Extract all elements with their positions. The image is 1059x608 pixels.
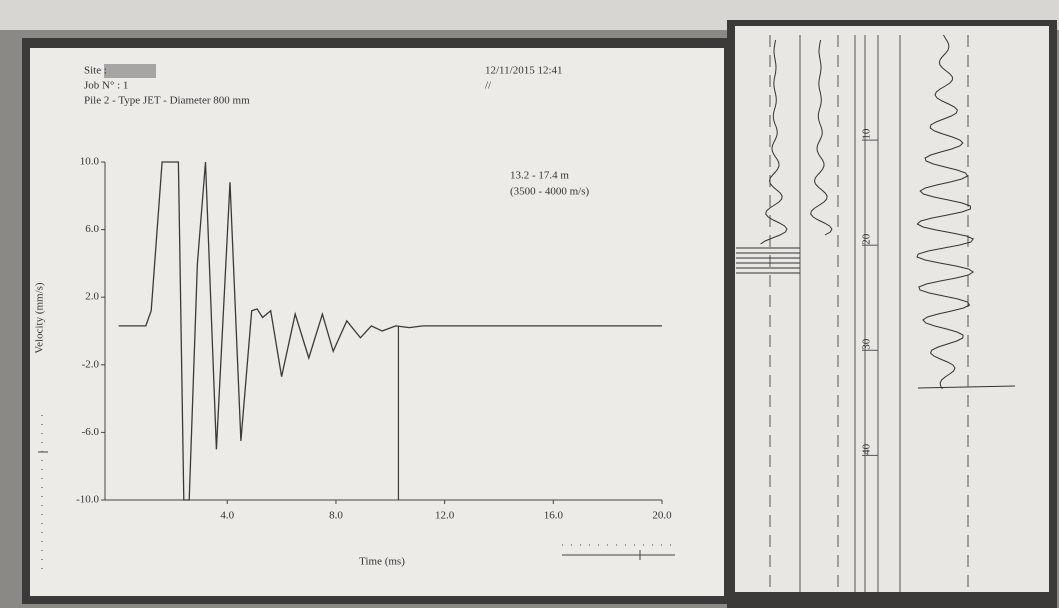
depth-tick-label: 40 xyxy=(861,443,873,455)
page: Site : Job N° : 1 Pile 2 - Type JET - Di… xyxy=(0,0,1059,608)
depth-tick-label: 20 xyxy=(861,233,873,245)
y-tick-label: 10.0 xyxy=(80,156,100,168)
y-tick-label: -10.0 xyxy=(76,494,99,506)
header-site: Site : xyxy=(84,65,107,77)
header-job: Job N° : 1 xyxy=(84,80,128,92)
depth-tick-label: 10 xyxy=(861,128,873,140)
panel-main xyxy=(30,48,724,596)
panel-right xyxy=(735,26,1049,592)
header-date: 12/11/2015 12:41 xyxy=(485,65,563,77)
y-axis-label: Velocity (mm/s) xyxy=(34,282,46,354)
y-tick-label: -2.0 xyxy=(82,358,100,370)
y-tick-label: 2.0 xyxy=(85,291,99,303)
header-pile: Pile 2 - Type JET - Diameter 800 mm xyxy=(84,95,250,107)
y-tick-label: 6.0 xyxy=(85,223,99,235)
x-tick-label: 8.0 xyxy=(329,510,343,522)
annotation: 13.2 - 17.4 m xyxy=(510,170,569,182)
annotation: (3500 - 4000 m/s) xyxy=(510,186,589,198)
depth-tick-label: 30 xyxy=(861,338,873,350)
x-axis-label: Time (ms) xyxy=(359,556,405,568)
y-tick-label: -6.0 xyxy=(82,426,100,438)
chart: Site : Job N° : 1 Pile 2 - Type JET - Di… xyxy=(0,0,1059,608)
x-tick-label: 20.0 xyxy=(652,510,672,522)
header-sep: // xyxy=(485,80,492,92)
redacted-site xyxy=(104,64,156,78)
x-tick-label: 16.0 xyxy=(544,510,564,522)
x-tick-label: 4.0 xyxy=(220,510,234,522)
x-tick-label: 12.0 xyxy=(435,510,455,522)
